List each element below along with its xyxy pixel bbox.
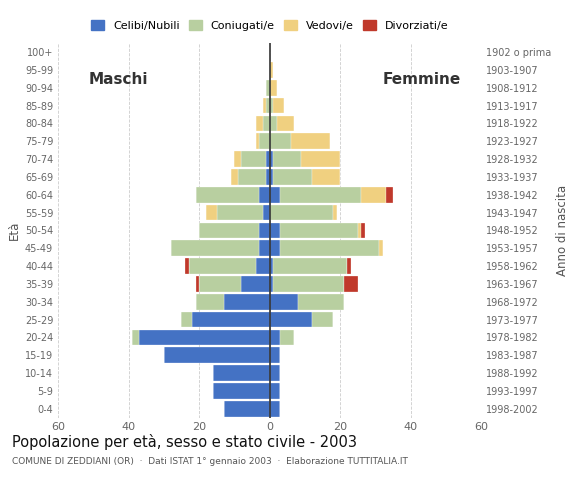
Bar — [270, 187, 280, 203]
Bar — [195, 294, 224, 310]
Bar — [241, 276, 270, 292]
Bar — [195, 187, 259, 203]
Bar — [224, 294, 270, 310]
Bar — [266, 80, 270, 96]
Bar — [270, 62, 273, 78]
Bar — [256, 133, 259, 149]
Bar — [263, 116, 270, 131]
Bar — [256, 116, 263, 131]
Y-axis label: Anno di nascita: Anno di nascita — [556, 185, 568, 276]
Bar — [273, 98, 284, 113]
Bar — [312, 312, 333, 327]
Bar — [361, 187, 386, 203]
Text: Femmine: Femmine — [382, 72, 461, 87]
Bar — [213, 383, 270, 399]
Bar — [344, 276, 358, 292]
Bar — [280, 223, 358, 238]
Bar — [270, 348, 280, 363]
Bar — [379, 240, 383, 256]
Bar — [312, 169, 340, 185]
Bar — [358, 223, 361, 238]
Bar — [224, 401, 270, 417]
Bar — [270, 240, 280, 256]
Bar — [270, 276, 273, 292]
Text: Maschi: Maschi — [88, 72, 148, 87]
Bar — [213, 365, 270, 381]
Bar — [333, 205, 337, 220]
Bar — [277, 116, 295, 131]
Bar — [270, 80, 277, 96]
Bar — [266, 98, 270, 113]
Bar — [270, 169, 273, 185]
Bar — [199, 276, 241, 292]
Bar — [270, 330, 280, 345]
Bar — [280, 187, 361, 203]
Bar — [231, 169, 238, 185]
Bar — [217, 205, 263, 220]
Bar — [270, 312, 312, 327]
Bar — [298, 294, 344, 310]
Bar — [270, 401, 280, 417]
Bar — [241, 151, 266, 167]
Bar — [270, 383, 280, 399]
Bar — [273, 276, 344, 292]
Text: COMUNE DI ZEDDIANI (OR)  ·  Dati ISTAT 1° gennaio 2003  ·  Elaborazione TUTTITAL: COMUNE DI ZEDDIANI (OR) · Dati ISTAT 1° … — [12, 457, 408, 466]
Bar — [263, 98, 266, 113]
Text: Popolazione per età, sesso e stato civile - 2003: Popolazione per età, sesso e stato civil… — [12, 434, 357, 450]
Bar — [206, 205, 217, 220]
Bar — [266, 169, 270, 185]
Bar — [273, 151, 302, 167]
Bar — [259, 223, 270, 238]
Bar — [259, 187, 270, 203]
Bar — [270, 205, 333, 220]
Bar — [302, 151, 340, 167]
Bar — [238, 169, 266, 185]
Bar — [139, 330, 270, 345]
Bar — [280, 240, 379, 256]
Bar — [270, 258, 273, 274]
Bar — [259, 133, 270, 149]
Y-axis label: Età: Età — [8, 221, 21, 240]
Bar — [263, 205, 270, 220]
Bar — [270, 365, 280, 381]
Legend: Celibi/Nubili, Coniugati/e, Vedovi/e, Divorziati/e: Celibi/Nubili, Coniugati/e, Vedovi/e, Di… — [88, 17, 452, 35]
Bar — [195, 276, 199, 292]
Bar — [273, 169, 312, 185]
Bar — [291, 133, 329, 149]
Bar — [270, 116, 277, 131]
Bar — [347, 258, 351, 274]
Bar — [270, 294, 298, 310]
Bar — [199, 223, 259, 238]
Bar — [188, 258, 256, 274]
Bar — [266, 151, 270, 167]
Bar — [256, 258, 270, 274]
Bar — [386, 187, 393, 203]
Bar — [270, 151, 273, 167]
Bar — [270, 133, 291, 149]
Bar — [270, 98, 273, 113]
Bar — [234, 151, 241, 167]
Bar — [185, 258, 188, 274]
Bar — [192, 312, 270, 327]
Bar — [270, 223, 280, 238]
Bar — [259, 240, 270, 256]
Bar — [280, 330, 295, 345]
Bar — [182, 312, 192, 327]
Bar — [132, 330, 139, 345]
Bar — [164, 348, 270, 363]
Bar — [273, 258, 347, 274]
Bar — [361, 223, 365, 238]
Bar — [171, 240, 259, 256]
